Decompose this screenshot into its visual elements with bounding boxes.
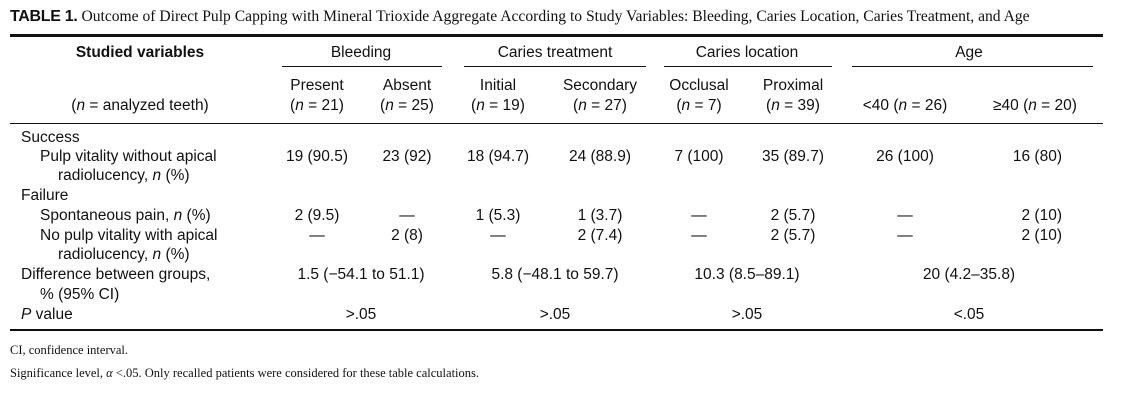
cell-pain-lt40: —	[897, 207, 913, 224]
cell-no-vitality-lt40: —	[897, 227, 913, 244]
cell-pain-initial: 1 (5.3)	[475, 207, 521, 224]
row-pulp-vitality-label: Pulp vitality without apical	[40, 148, 217, 165]
cell-no-vitality-absent: 2 (8)	[391, 227, 423, 244]
underline-bleeding	[282, 66, 442, 67]
cell-pain-secondary: 1 (3.7)	[577, 207, 623, 224]
sub-secondary-n: (n = 27)	[573, 97, 627, 114]
cell-no-vitality-initial: —	[490, 227, 506, 244]
row-spontaneous-pain-label: Spontaneous pain, n (%)	[40, 207, 211, 224]
sub-proximal-n: (n = 39)	[766, 97, 820, 114]
row-success: Success	[21, 129, 80, 146]
cell-pulp-vitality-lt40: 26 (100)	[876, 148, 934, 165]
bottom-rule	[10, 329, 1103, 331]
sub-present: Present	[290, 77, 344, 94]
sub-absent-n: (n = 25)	[380, 97, 434, 114]
header-rule	[10, 123, 1103, 124]
row-no-pulp-vitality-label: No pulp vitality with apical	[40, 227, 218, 244]
group-caries-treatment: Caries treatment	[497, 44, 613, 61]
cell-pain-absent: —	[399, 207, 415, 224]
sub-absent: Absent	[382, 77, 432, 94]
cell-no-vitality-proximal: 2 (5.7)	[770, 227, 816, 244]
sub-present-n: (n = 21)	[290, 97, 344, 114]
header-studied-variables: Studied variables	[75, 44, 205, 61]
row-no-pulp-vitality-label-2: radiolucency, n (%)	[58, 246, 190, 263]
cell-pulp-vitality-proximal: 35 (89.7)	[761, 148, 825, 165]
cell-pain-occlusal: —	[691, 207, 707, 224]
group-caries-location: Caries location	[695, 44, 799, 61]
sub-occlusal-n: (n = 7)	[676, 97, 722, 114]
cell-no-vitality-secondary: 2 (7.4)	[577, 227, 623, 244]
cell-pain-proximal: 2 (5.7)	[770, 207, 816, 224]
underline-caries-treatment	[464, 66, 646, 67]
sub-age-lt40: <40 (n = 26)	[862, 97, 948, 114]
footnote-ci: CI, confidence interval.	[10, 343, 129, 357]
underline-caries-location	[664, 66, 832, 67]
cell-difference-caries-location: 10.3 (8.5–89.1)	[694, 266, 800, 283]
group-age: Age	[955, 44, 983, 61]
cell-no-vitality-present: —	[309, 227, 325, 244]
row-difference-label: Difference between groups,	[21, 266, 211, 283]
cell-difference-caries-treatment: 5.8 (−48.1 to 59.7)	[491, 266, 619, 283]
row-failure: Failure	[21, 187, 69, 204]
sub-initial-n: (n = 19)	[471, 97, 525, 114]
cell-pulp-vitality-present: 19 (90.5)	[285, 148, 349, 165]
cell-difference-bleeding: 1.5 (−54.1 to 51.1)	[297, 266, 425, 283]
sub-secondary: Secondary	[562, 77, 638, 94]
underline-age	[852, 66, 1093, 67]
cell-pulp-vitality-ge40: 16 (80)	[1012, 148, 1062, 165]
cell-no-vitality-occlusal: —	[691, 227, 707, 244]
sub-age-ge40: ≥40 (n = 20)	[993, 97, 1077, 114]
cell-no-vitality-ge40: 2 (10)	[1021, 227, 1063, 244]
cell-p-caries-location: >.05	[731, 306, 763, 323]
cell-pulp-vitality-secondary: 24 (88.9)	[568, 148, 632, 165]
top-rule	[10, 34, 1103, 37]
sub-initial: Initial	[479, 77, 517, 94]
table-label: TABLE 1.	[10, 8, 78, 25]
table-caption: TABLE 1. Outcome of Direct Pulp Capping …	[10, 8, 1115, 26]
cell-p-caries-treatment: >.05	[539, 306, 571, 323]
row-pulp-vitality-label-2: radiolucency, n (%)	[58, 167, 190, 184]
sub-occlusal: Occlusal	[669, 77, 729, 94]
table-title: Outcome of Direct Pulp Capping with Mine…	[81, 8, 1030, 25]
cell-pulp-vitality-absent: 23 (92)	[382, 148, 432, 165]
cell-p-age: <.05	[953, 306, 985, 323]
row-p-value-label: P value	[21, 306, 73, 323]
footnote-significance: Significance level, α <.05. Only recalle…	[10, 366, 480, 380]
cell-pain-ge40: 2 (10)	[1021, 207, 1063, 224]
header-analyzed-teeth: (n = analyzed teeth)	[71, 97, 209, 114]
cell-p-bleeding: >.05	[345, 306, 377, 323]
cell-pain-present: 2 (9.5)	[294, 207, 340, 224]
cell-pulp-vitality-occlusal: 7 (100)	[674, 148, 724, 165]
sub-proximal: Proximal	[762, 77, 824, 94]
group-bleeding: Bleeding	[330, 44, 392, 61]
cell-difference-age: 20 (4.2–35.8)	[922, 266, 1016, 283]
row-difference-label-2: % (95% CI)	[40, 286, 120, 303]
cell-pulp-vitality-initial: 18 (94.7)	[466, 148, 530, 165]
